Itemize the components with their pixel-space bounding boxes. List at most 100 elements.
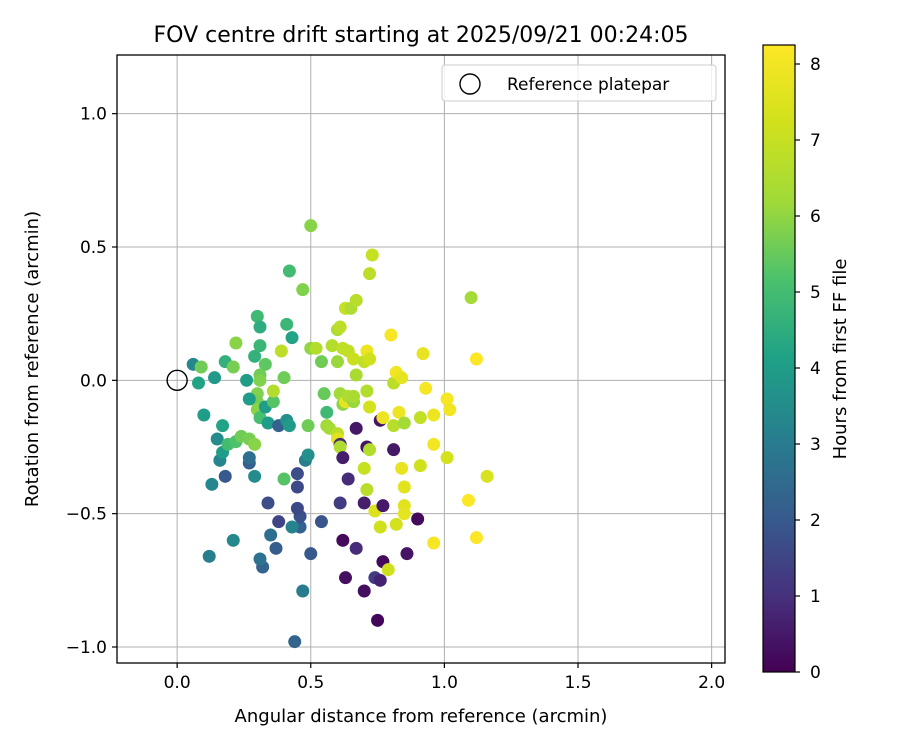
data-point [274,344,288,358]
data-point [242,392,256,406]
y-tick-label: −0.5 [66,505,107,525]
data-point [333,440,347,454]
data-point [440,392,454,406]
data-point [357,496,371,510]
data-point [357,461,371,475]
data-point [296,584,310,598]
data-point [339,571,353,585]
data-point [253,320,267,334]
data-point [376,499,390,513]
data-point [285,520,299,534]
x-tick-label: 1.5 [564,673,591,693]
data-point [229,336,243,350]
data-point [248,437,262,451]
x-axis-label: Angular distance from reference (arcmin) [235,706,608,727]
grid-lines [117,55,725,663]
data-point [416,347,430,361]
data-point [427,536,441,550]
data-point [226,533,240,547]
data-point [419,381,433,395]
x-tick-label: 0.0 [164,673,191,693]
data-point [464,291,478,305]
data-point [363,400,377,414]
reference-marker-group [166,369,188,392]
data-point [216,419,230,433]
data-point [363,352,377,366]
colorbar-gradient [762,44,796,673]
colorbar-tick-label: 0 [810,663,821,683]
data-point [333,496,347,510]
y-tick-label: 0.5 [80,238,107,258]
data-point [381,563,395,577]
data-point [443,403,457,417]
data-point [360,483,374,497]
data-point [314,355,328,369]
y-tick-label: 1.0 [80,105,107,125]
data-point [427,408,441,422]
data-point [336,533,350,547]
data-point [349,541,363,555]
x-tick-label: 0.5 [297,673,324,693]
data-point [363,443,377,457]
data-point [371,613,385,627]
data-point [250,309,264,323]
data-point [461,493,475,507]
data-point [304,547,318,561]
data-point [304,219,318,233]
data-point [261,496,275,510]
legend: Reference platepar [441,64,717,102]
data-point [387,419,401,433]
data-point [387,443,401,457]
colorbar-tick-label: 3 [810,435,821,455]
legend-marker-icon [459,73,481,95]
data-point [301,419,315,433]
colorbar-tick-label: 2 [810,511,821,531]
y-axis-ticks: −1.0 −0.5 0.0 0.5 1.0 [66,105,117,658]
data-point [253,552,267,566]
data-point [301,448,315,462]
data-point [347,389,361,403]
data-point [277,472,291,486]
data-point [392,405,406,419]
data-point [269,541,283,555]
data-point [242,451,256,465]
colorbar-tick-label: 7 [810,131,821,151]
data-point [400,547,414,561]
data-point [347,352,361,366]
data-point [360,384,374,398]
data-point [218,469,232,483]
x-tick-label: 1.0 [431,673,458,693]
data-point [397,507,411,521]
data-point [210,432,224,446]
y-tick-label: −1.0 [66,638,107,658]
data-point [192,376,206,390]
data-point [266,384,280,398]
data-point [397,480,411,494]
data-point [282,419,296,433]
y-axis-label: Rotation from reference (arcmin) [22,211,43,507]
data-point [330,355,344,369]
data-point [290,501,304,515]
colorbar-tick-label: 1 [810,587,821,607]
data-point [248,469,262,483]
data-point [413,459,427,473]
data-point [389,517,403,531]
data-point [427,437,441,451]
data-point [341,472,355,486]
data-point [365,248,379,262]
data-point [258,357,272,371]
data-point [333,320,347,334]
data-point [202,549,216,563]
data-points [186,219,494,649]
data-point [248,349,262,363]
data-point [317,387,331,401]
data-point [314,515,328,529]
colorbar: 0 1 2 3 4 5 6 7 8 Hours from first FF file [762,44,851,683]
colorbar-tick-label: 5 [810,283,821,303]
plot-frame [116,54,726,664]
data-point [277,371,291,385]
data-point [349,421,363,435]
data-point [290,467,304,481]
data-point [205,477,219,491]
